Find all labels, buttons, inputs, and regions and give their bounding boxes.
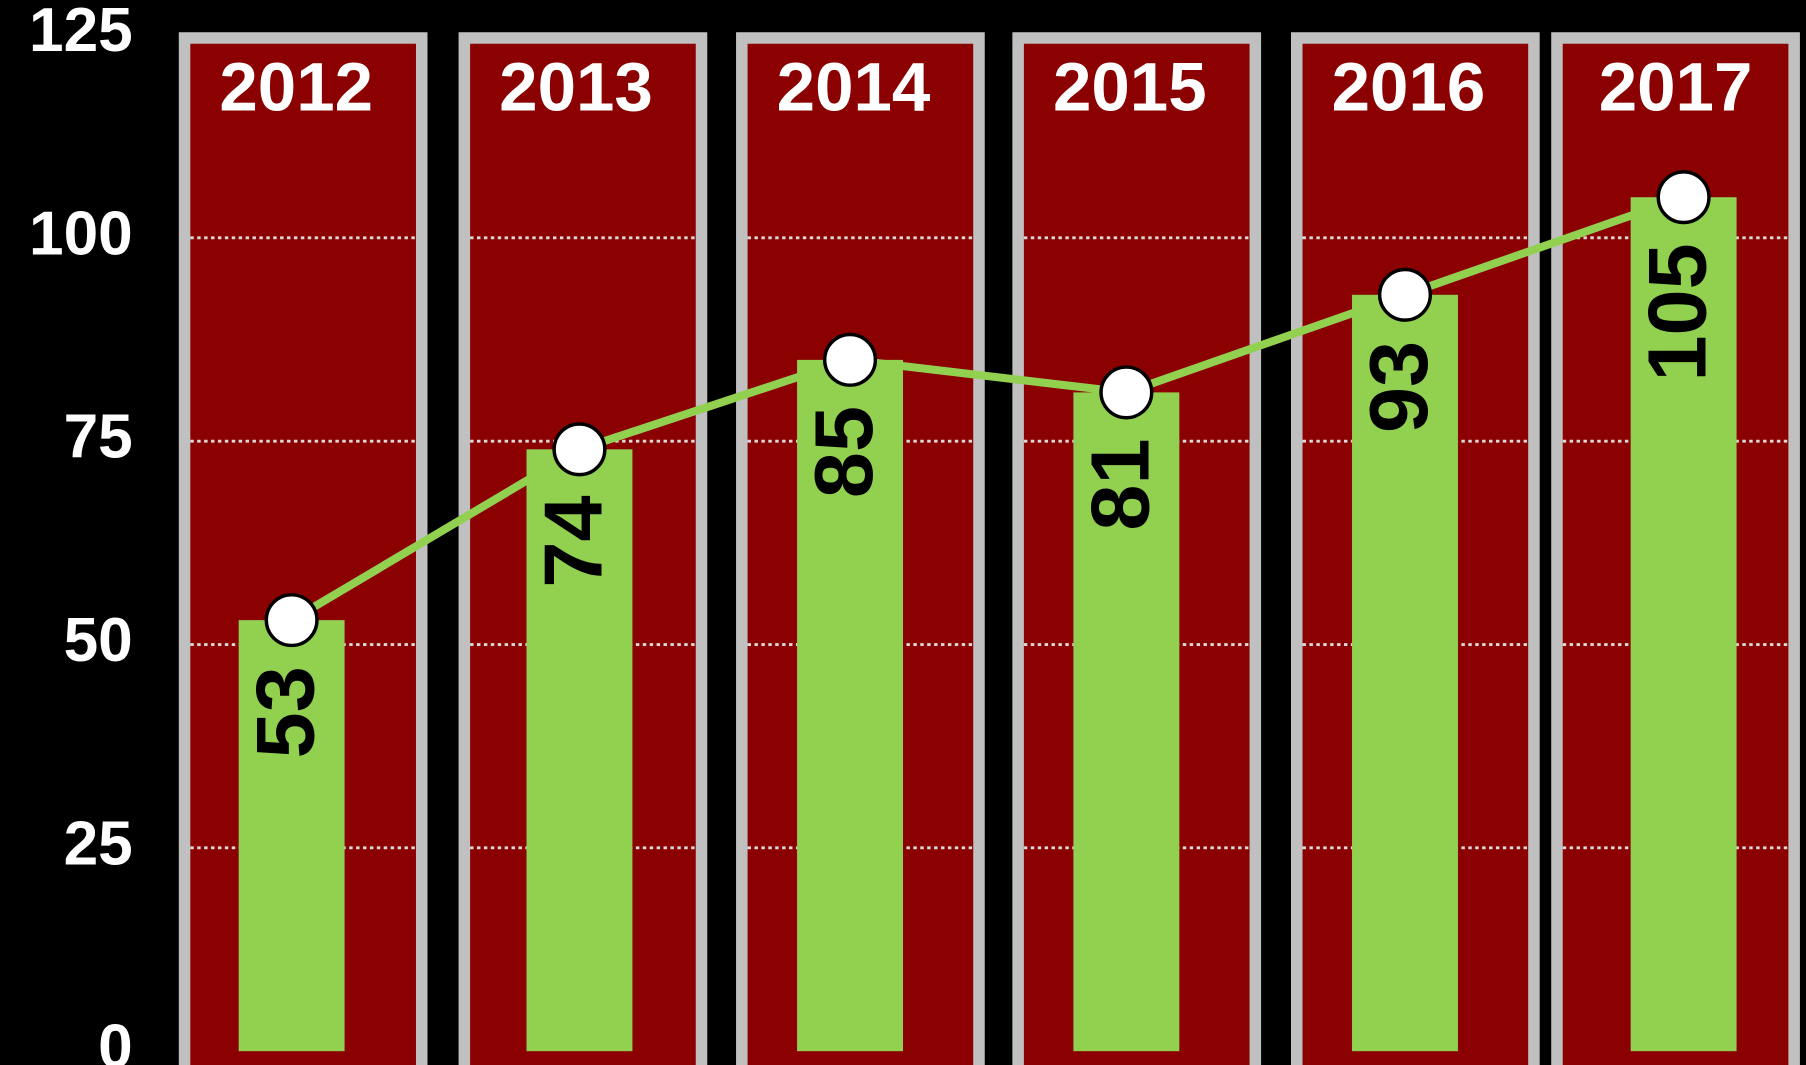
data-label: 74 — [526, 495, 619, 587]
y-tick-label: 25 — [64, 809, 133, 878]
line-marker — [1377, 267, 1433, 322]
y-tick-label: 0 — [98, 1013, 133, 1065]
data-label: 85 — [797, 406, 890, 498]
y-tick-label: 125 — [29, 0, 133, 65]
bar — [1352, 294, 1458, 1052]
bar — [797, 359, 903, 1052]
x-tick-label: 2013 — [499, 47, 653, 125]
y-tick-label: 50 — [64, 606, 133, 675]
line-marker — [552, 422, 607, 477]
line-marker — [822, 332, 878, 387]
x-tick-label: 2015 — [1053, 47, 1207, 125]
line-marker — [264, 593, 319, 648]
data-label: 93 — [1352, 341, 1445, 433]
bar — [526, 449, 633, 1052]
x-tick-label: 2012 — [219, 47, 373, 125]
bar — [1073, 392, 1180, 1052]
y-tick-label: 75 — [64, 403, 133, 472]
x-tick-label: 2017 — [1599, 47, 1753, 125]
data-label: 81 — [1073, 438, 1166, 530]
x-tick-label: 2016 — [1332, 47, 1486, 125]
data-label: 105 — [1631, 243, 1724, 381]
bar — [238, 620, 345, 1052]
y-tick-label: 100 — [29, 199, 133, 268]
data-label: 53 — [239, 666, 332, 758]
x-tick-label: 2014 — [777, 47, 931, 125]
bar — [1630, 197, 1737, 1052]
trend-line — [289, 193, 1685, 624]
line-marker — [1099, 365, 1154, 420]
line-marker — [1656, 170, 1711, 225]
